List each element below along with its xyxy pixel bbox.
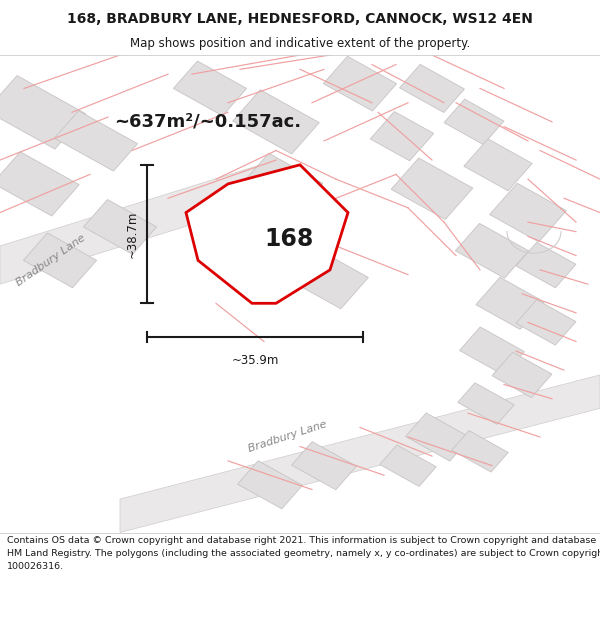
Text: ~38.7m: ~38.7m	[125, 211, 139, 258]
Polygon shape	[186, 165, 348, 303]
Text: 168: 168	[264, 227, 313, 251]
Polygon shape	[458, 383, 514, 424]
Polygon shape	[476, 278, 544, 329]
Polygon shape	[492, 352, 552, 398]
Text: Map shows position and indicative extent of the property.: Map shows position and indicative extent…	[130, 38, 470, 51]
Polygon shape	[516, 242, 576, 288]
Polygon shape	[0, 152, 79, 216]
Text: Contains OS data © Crown copyright and database right 2021. This information is : Contains OS data © Crown copyright and d…	[7, 536, 600, 571]
Text: 168, BRADBURY LANE, HEDNESFORD, CANNOCK, WS12 4EN: 168, BRADBURY LANE, HEDNESFORD, CANNOCK,…	[67, 12, 533, 26]
Polygon shape	[83, 199, 157, 254]
Polygon shape	[0, 76, 86, 149]
Polygon shape	[400, 64, 464, 112]
Polygon shape	[490, 183, 566, 242]
Polygon shape	[464, 139, 532, 191]
Polygon shape	[0, 160, 276, 284]
Polygon shape	[460, 327, 524, 375]
Polygon shape	[120, 375, 600, 532]
Polygon shape	[406, 413, 470, 461]
Polygon shape	[370, 111, 434, 161]
Polygon shape	[241, 153, 323, 214]
Polygon shape	[455, 223, 529, 278]
Polygon shape	[23, 233, 97, 288]
Text: ~637m²/~0.157ac.: ~637m²/~0.157ac.	[114, 113, 301, 131]
Text: ~35.9m: ~35.9m	[232, 354, 278, 367]
Polygon shape	[516, 300, 576, 345]
Text: Bradbury Lane: Bradbury Lane	[247, 419, 329, 454]
Polygon shape	[292, 250, 368, 309]
Polygon shape	[380, 445, 436, 486]
Polygon shape	[221, 213, 307, 279]
Polygon shape	[173, 61, 247, 116]
Polygon shape	[444, 99, 504, 144]
Polygon shape	[292, 442, 356, 490]
Polygon shape	[55, 111, 137, 171]
Polygon shape	[323, 56, 397, 111]
Polygon shape	[452, 431, 508, 472]
Polygon shape	[238, 461, 302, 509]
Polygon shape	[233, 90, 319, 154]
Text: Bradbury Lane: Bradbury Lane	[14, 232, 88, 288]
Polygon shape	[391, 158, 473, 219]
